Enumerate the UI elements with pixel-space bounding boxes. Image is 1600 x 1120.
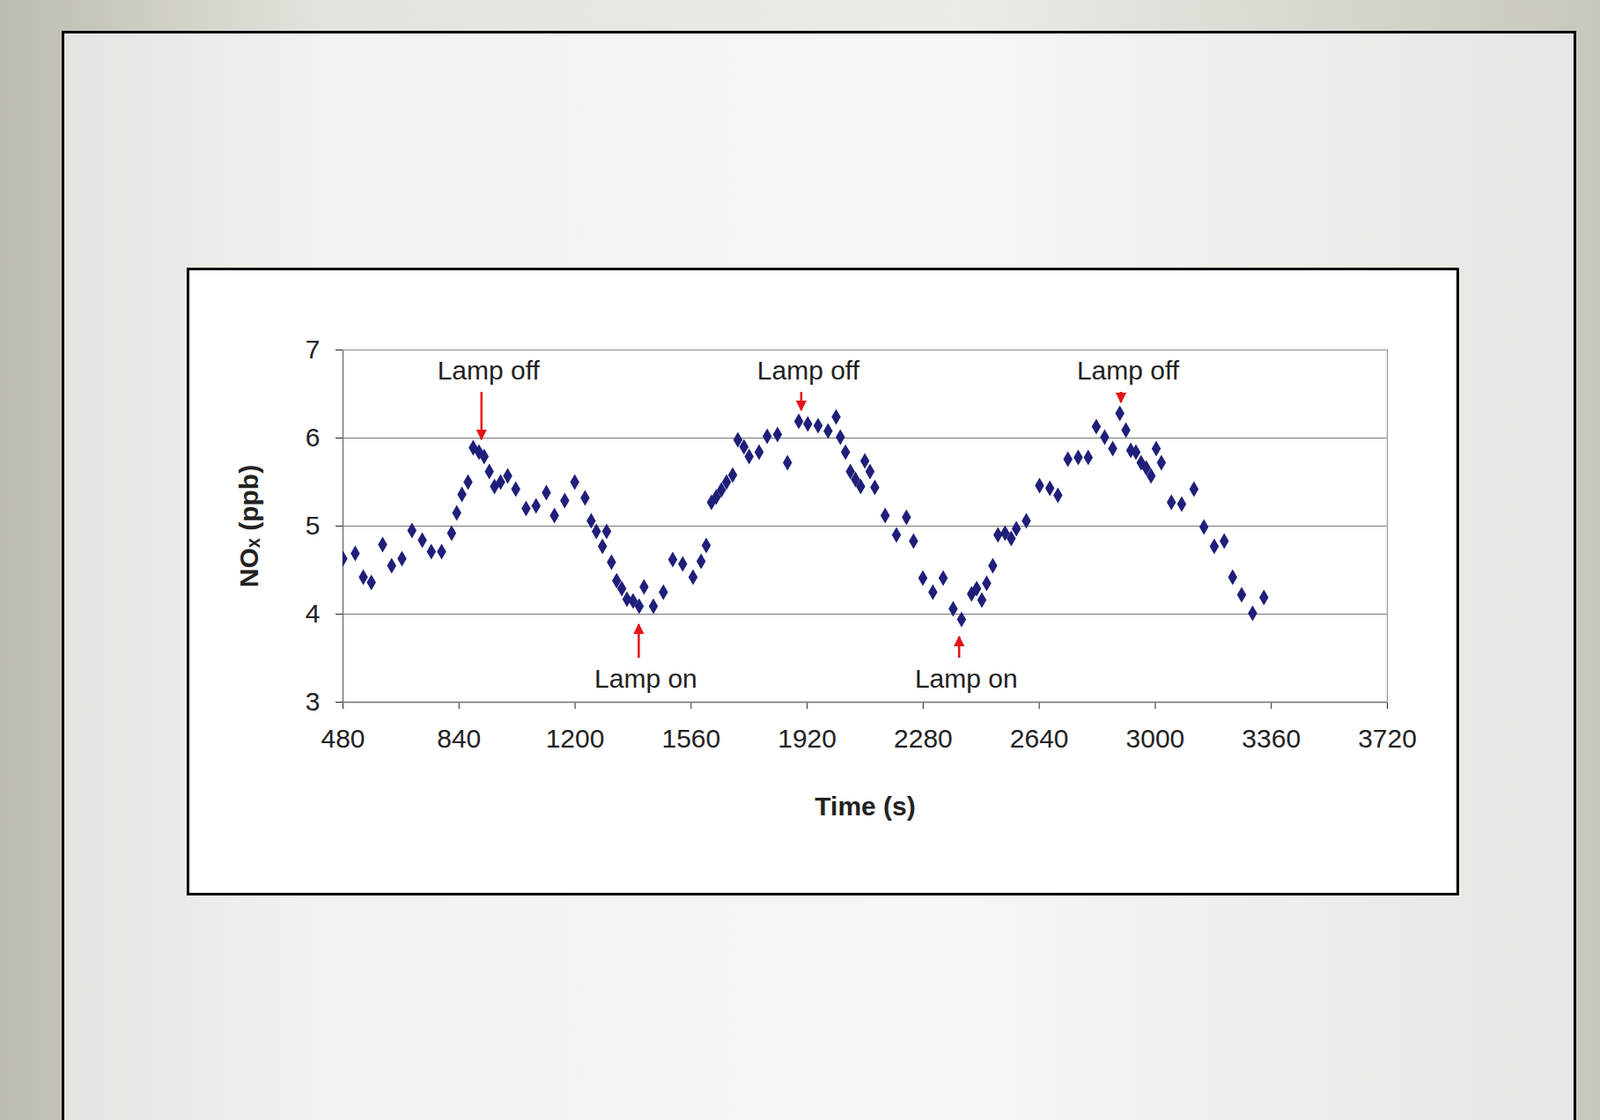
svg-text:2640: 2640 [1010,723,1070,753]
svg-text:7: 7 [305,334,321,364]
svg-text:Lamp off: Lamp off [437,355,541,385]
svg-text:3720: 3720 [1357,723,1417,753]
svg-text:2280: 2280 [893,723,953,753]
svg-text:6: 6 [305,422,321,452]
svg-text:Lamp on: Lamp on [594,663,698,694]
svg-text:Lamp off: Lamp off [757,355,861,385]
svg-text:NOₓ (ppb): NOₓ (ppb) [234,464,264,588]
svg-text:3360: 3360 [1241,723,1301,753]
svg-text:480: 480 [320,723,365,753]
svg-text:Lamp off: Lamp off [1076,355,1180,385]
svg-text:4: 4 [305,598,321,628]
svg-text:3000: 3000 [1126,723,1186,753]
svg-text:3: 3 [305,686,321,716]
svg-text:1200: 1200 [545,723,605,753]
svg-text:Time (s): Time (s) [814,791,915,821]
svg-text:840: 840 [436,723,481,753]
svg-text:5: 5 [305,510,321,540]
svg-text:1920: 1920 [777,723,837,753]
svg-text:Lamp on: Lamp on [914,663,1018,694]
svg-text:1560: 1560 [661,723,721,753]
